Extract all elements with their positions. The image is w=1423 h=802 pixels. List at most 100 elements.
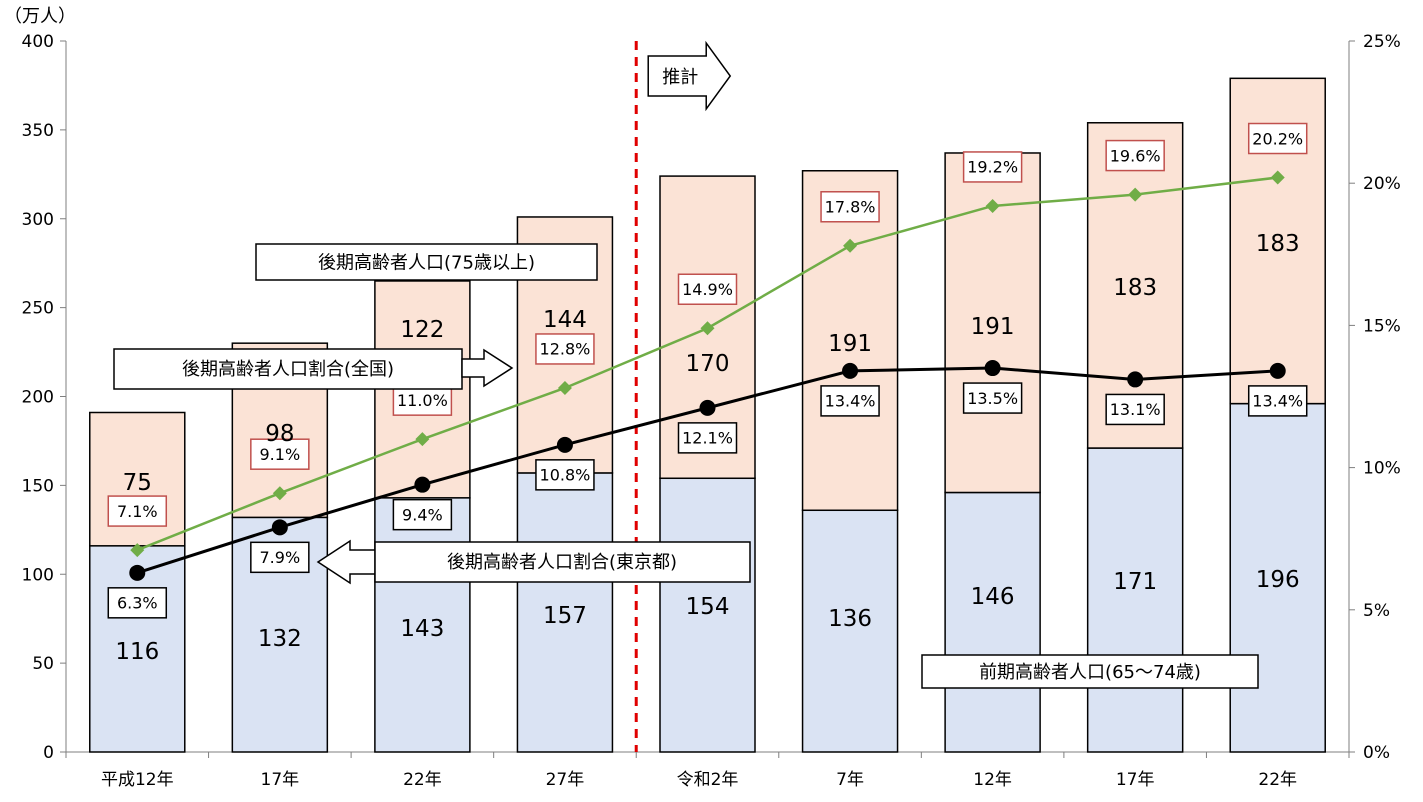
line-point-tokyo bbox=[699, 399, 716, 416]
bar-lower bbox=[1229, 402, 1326, 753]
tokyo-percent-label: 13.4% bbox=[1252, 392, 1303, 411]
bar-lower bbox=[801, 509, 899, 753]
bar-lower bbox=[516, 472, 614, 753]
line-point-tokyo bbox=[556, 436, 573, 453]
x-tick-label: 7年 bbox=[836, 770, 864, 790]
tokyo-percent-label: 12.1% bbox=[682, 429, 733, 448]
bar-lower-value-label: 116 bbox=[115, 639, 159, 665]
national-percent-label-box bbox=[1105, 139, 1165, 172]
tokyo-percent-label: 6.3% bbox=[117, 594, 158, 613]
bar-lower bbox=[374, 497, 471, 753]
callout-lower-bars-box bbox=[921, 654, 1259, 689]
line-point-national bbox=[1270, 170, 1285, 185]
y-right-tick-label: 20% bbox=[1363, 174, 1401, 194]
y-left-tick-label: 400 bbox=[22, 32, 54, 52]
national-percent-label-box bbox=[392, 384, 453, 416]
x-tick-label: 12年 bbox=[973, 770, 1012, 790]
bar-lower bbox=[944, 491, 1041, 753]
x-tick-label: 令和2年 bbox=[677, 770, 739, 790]
y-right-tick-label: 5% bbox=[1363, 601, 1390, 621]
tokyo-percent-label-box bbox=[107, 587, 168, 619]
bar-lower-value-label: 132 bbox=[258, 626, 302, 652]
callout-tokyo-box bbox=[374, 541, 751, 583]
line-point-national bbox=[985, 198, 1000, 213]
tokyo-percent-label: 7.9% bbox=[260, 548, 301, 567]
bar-lower-value-label: 143 bbox=[400, 616, 444, 642]
tokyo-percent-label-box bbox=[962, 382, 1023, 414]
callout-upper-bars-box bbox=[255, 243, 598, 281]
tokyo-percent-label: 13.5% bbox=[967, 389, 1018, 408]
bar-lower-value-label: 136 bbox=[828, 606, 872, 632]
line-point-national bbox=[415, 432, 430, 447]
line-point-tokyo bbox=[1269, 362, 1286, 379]
y-left-tick-label: 200 bbox=[22, 388, 54, 408]
national-percent-label: 11.0% bbox=[397, 391, 448, 410]
tokyo-percent-label: 10.8% bbox=[540, 466, 591, 485]
tokyo-percent-label-box bbox=[1247, 385, 1308, 417]
line-point-tokyo bbox=[414, 476, 431, 493]
bar-upper-value-label: 98 bbox=[265, 421, 294, 447]
line-point-tokyo bbox=[1127, 371, 1144, 388]
bar-upper-value-label: 191 bbox=[971, 314, 1015, 340]
line-point-national bbox=[557, 380, 572, 395]
tokyo-percent-label-box bbox=[392, 498, 453, 531]
y-left-tick-label: 100 bbox=[22, 565, 54, 585]
national-percent-label-box bbox=[107, 495, 168, 527]
y-left-tick-label: 50 bbox=[32, 654, 54, 674]
x-tick-label: 22年 bbox=[403, 770, 442, 790]
x-tick-label: 17年 bbox=[1116, 770, 1155, 790]
national-percent-label-box bbox=[677, 273, 738, 305]
line-point-tokyo bbox=[129, 564, 146, 581]
tokyo-percent-label-box bbox=[250, 541, 310, 574]
national-percent-label: 7.1% bbox=[117, 502, 158, 521]
tokyo-percent-label: 13.4% bbox=[825, 392, 876, 411]
tokyo-percent-label-box bbox=[1105, 393, 1165, 426]
bar-lower-value-label: 146 bbox=[971, 584, 1015, 610]
bar-lower-value-label: 157 bbox=[543, 603, 587, 629]
national-percent-label-box bbox=[535, 333, 595, 365]
line-point-tokyo bbox=[271, 519, 288, 536]
line-point-tokyo bbox=[842, 362, 859, 379]
line-point-national bbox=[843, 238, 858, 253]
bar-lower-value-label: 196 bbox=[1256, 567, 1300, 593]
projection-arrow bbox=[647, 40, 732, 112]
national-percent-label: 17.8% bbox=[825, 198, 876, 217]
bar-upper-value-label: 75 bbox=[123, 470, 152, 496]
national-percent-label-box bbox=[1247, 122, 1308, 155]
y-left-tick-label: 350 bbox=[22, 121, 54, 141]
callout-tokyo-line: 後期高齢者人口割合(東京都) bbox=[447, 552, 677, 573]
y-right-tick-label: 15% bbox=[1363, 316, 1401, 336]
callout-national-line: 後期高齢者人口割合(全国) bbox=[182, 359, 394, 380]
bar-upper-value-label: 183 bbox=[1256, 231, 1300, 257]
bar-upper-value-label: 170 bbox=[686, 351, 730, 377]
national-percent-label-box bbox=[250, 438, 310, 470]
y-unit-label: （万人） bbox=[4, 6, 76, 27]
callout-national-box bbox=[113, 348, 463, 390]
y-right-tick-label: 0% bbox=[1363, 743, 1390, 763]
bar-upper-value-label: 183 bbox=[1113, 275, 1157, 301]
x-tick-label: 22年 bbox=[1258, 770, 1297, 790]
bar-lower-value-label: 171 bbox=[1113, 569, 1157, 595]
callout-lower-bars: 前期高齢者人口(65～74歳) bbox=[979, 662, 1201, 683]
national-percent-label: 9.1% bbox=[260, 445, 301, 464]
tokyo-percent-label: 9.4% bbox=[402, 505, 443, 524]
bar-upper-value-label: 122 bbox=[400, 317, 444, 343]
x-tick-label: 17年 bbox=[261, 770, 300, 790]
national-percent-label: 12.8% bbox=[540, 340, 591, 359]
bar-lower bbox=[659, 477, 756, 753]
national-percent-label: 14.9% bbox=[682, 280, 733, 299]
bar-upper-value-label: 191 bbox=[828, 331, 872, 357]
callout-upper-bars: 後期高齢者人口(75歳以上) bbox=[318, 252, 535, 273]
national-percent-label: 19.6% bbox=[1110, 146, 1161, 165]
y-left-tick-label: 150 bbox=[22, 476, 54, 496]
tokyo-percent-label-box bbox=[677, 422, 738, 454]
callout-national-arrow bbox=[461, 348, 514, 388]
bar-lower bbox=[1086, 447, 1184, 753]
national-percent-label: 20.2% bbox=[1252, 129, 1303, 148]
line-point-national bbox=[700, 321, 715, 336]
line-point-national bbox=[1128, 187, 1143, 202]
y-right-tick-label: 25% bbox=[1363, 32, 1401, 52]
line-point-national bbox=[272, 486, 287, 501]
